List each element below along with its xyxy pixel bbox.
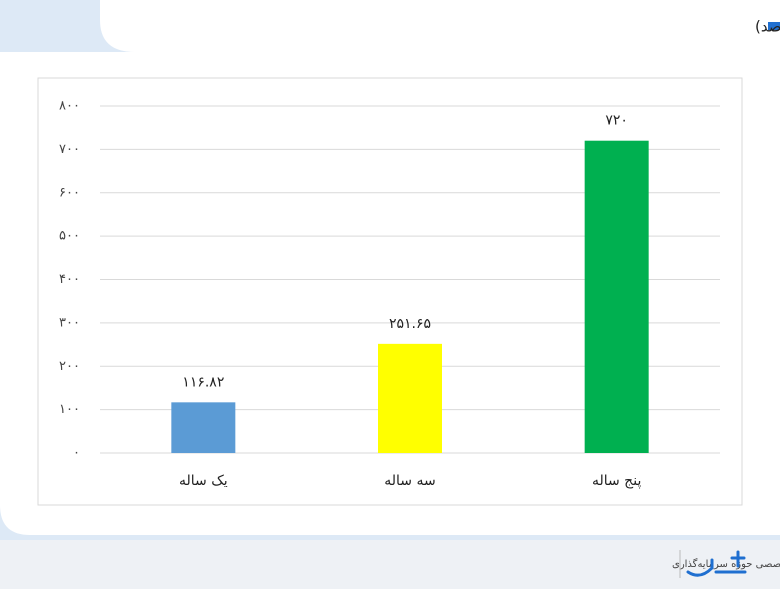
y-tick-label: ۵۰۰ [59,229,80,244]
y-tick-label: ۳۰۰ [59,315,80,330]
bar [171,402,236,453]
value-label: ۱۱۶.۸۲ [182,374,224,390]
x-tick-label: سه ساله [384,473,435,489]
y-tick-label: ۰ [73,446,80,461]
value-label: ۲۵۱.۶۵ [389,316,431,332]
bar [584,140,649,453]
chart-title: روند رشد سرمایه در دلار در ۵ سال گذشته (… [755,18,780,36]
logo [686,550,747,577]
x-tick-label: یک ساله [179,473,228,489]
value-label: ۷۲۰ [605,113,628,129]
footer-tagline: وبلاگ تخصصی حوزه سرمایه‌گذاری [672,557,780,570]
y-tick-label: ۱۰۰ [59,402,80,417]
chart-frame [37,77,743,506]
y-tick-label: ۴۰۰ [59,272,80,287]
y-tick-label: ۶۰۰ [59,185,80,200]
title-tab [100,0,780,52]
y-tick-label: ۲۰۰ [59,359,80,374]
x-tick-label: پنج ساله [592,473,641,489]
y-tick-label: ۸۰۰ [59,99,80,114]
card [0,52,780,535]
footer [0,540,780,589]
title-accent [768,22,780,30]
y-tick-label: ۷۰۰ [59,142,80,157]
bar [378,343,442,453]
